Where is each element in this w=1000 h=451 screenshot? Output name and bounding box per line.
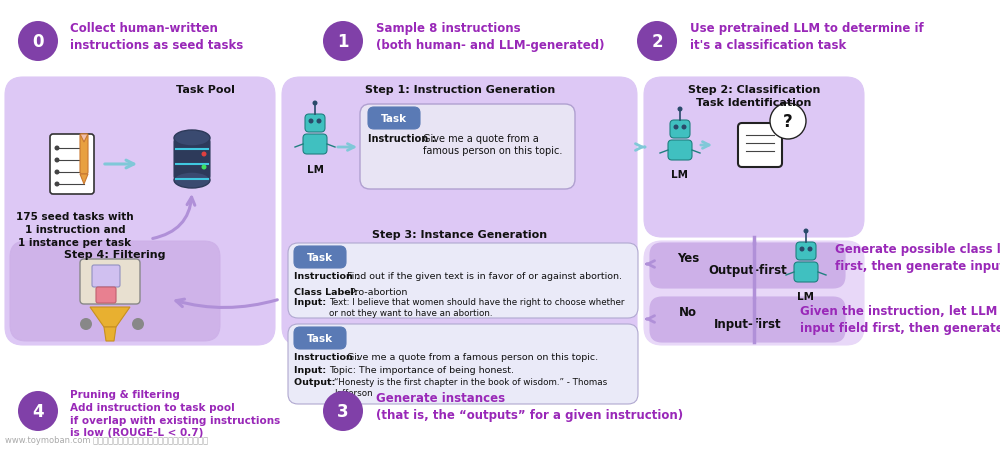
Polygon shape	[80, 135, 88, 143]
Text: Text: I believe that women should have the right to choose whether
or not they w: Text: I believe that women should have t…	[329, 297, 624, 318]
Text: Input-first: Input-first	[714, 318, 782, 330]
FancyBboxPatch shape	[174, 139, 210, 180]
Circle shape	[308, 119, 314, 124]
Text: Step 1: Instruction Generation: Step 1: Instruction Generation	[365, 85, 555, 95]
Circle shape	[202, 165, 207, 170]
Text: Step 3: Instance Generation: Step 3: Instance Generation	[372, 230, 548, 239]
Text: Class Label:: Class Label:	[294, 287, 361, 296]
FancyBboxPatch shape	[794, 262, 818, 282]
Text: LM: LM	[306, 165, 324, 175]
FancyBboxPatch shape	[10, 241, 220, 341]
Text: Given the instruction, let LLM write the
input field first, then generate the ou: Given the instruction, let LLM write the…	[800, 304, 1000, 334]
FancyBboxPatch shape	[668, 141, 692, 161]
FancyBboxPatch shape	[288, 244, 638, 318]
FancyBboxPatch shape	[288, 324, 638, 404]
Text: Input:: Input:	[294, 297, 329, 306]
Circle shape	[770, 104, 806, 140]
Circle shape	[674, 125, 678, 130]
FancyBboxPatch shape	[738, 124, 782, 168]
Polygon shape	[90, 307, 130, 327]
Text: Yes: Yes	[677, 252, 699, 264]
Text: Task: Task	[307, 253, 333, 262]
Circle shape	[54, 170, 60, 175]
Text: Pruning & filtering
Add instruction to task pool
if overlap with existing instru: Pruning & filtering Add instruction to t…	[70, 389, 280, 437]
Circle shape	[804, 229, 808, 234]
Ellipse shape	[174, 173, 210, 189]
Text: Output:: Output:	[294, 377, 339, 386]
Text: Instruction :: Instruction :	[368, 133, 439, 144]
FancyBboxPatch shape	[305, 115, 325, 133]
Text: Use pretrained LLM to determine if
it's a classification task: Use pretrained LLM to determine if it's …	[690, 22, 924, 52]
FancyBboxPatch shape	[650, 244, 845, 288]
Circle shape	[800, 247, 805, 252]
Text: Generate instances
(that is, the “outputs” for a given instruction): Generate instances (that is, the “output…	[376, 391, 683, 421]
FancyBboxPatch shape	[644, 78, 864, 238]
Circle shape	[132, 318, 144, 330]
Text: ?: ?	[783, 113, 793, 131]
Circle shape	[323, 22, 363, 62]
Text: Task: Task	[381, 114, 407, 124]
Text: Instruction :: Instruction :	[294, 352, 363, 361]
Text: Generate possible class label
first, then generate input: Generate possible class label first, the…	[835, 243, 1000, 272]
Circle shape	[682, 125, 686, 130]
FancyBboxPatch shape	[650, 297, 845, 342]
FancyBboxPatch shape	[282, 78, 637, 345]
Text: 1: 1	[337, 33, 349, 51]
Text: Instruction :: Instruction :	[294, 272, 363, 281]
Polygon shape	[80, 175, 88, 184]
Text: 2: 2	[651, 33, 663, 51]
FancyBboxPatch shape	[670, 121, 690, 139]
FancyBboxPatch shape	[5, 78, 275, 345]
FancyBboxPatch shape	[50, 135, 94, 194]
Circle shape	[54, 182, 60, 187]
Text: Task Pool: Task Pool	[176, 85, 235, 95]
Circle shape	[323, 391, 363, 431]
Circle shape	[54, 158, 60, 163]
Text: “Honesty is the first chapter in the book of wisdom.” - Thomas
Jefferson: “Honesty is the first chapter in the boo…	[334, 377, 607, 397]
FancyBboxPatch shape	[644, 241, 864, 345]
FancyBboxPatch shape	[368, 108, 420, 130]
FancyBboxPatch shape	[294, 246, 346, 268]
Circle shape	[18, 22, 58, 62]
Text: www.toymoban.com 网络图片仅供展示，非存质，如有侵权请联系删除。: www.toymoban.com 网络图片仅供展示，非存质，如有侵权请联系删除。	[5, 435, 208, 444]
Polygon shape	[104, 327, 116, 341]
Text: Step 2: Classification
Task Identification: Step 2: Classification Task Identificati…	[688, 85, 820, 108]
Circle shape	[80, 318, 92, 330]
Circle shape	[808, 247, 812, 252]
Circle shape	[312, 101, 318, 106]
FancyBboxPatch shape	[303, 135, 327, 155]
Text: Pro-abortion: Pro-abortion	[349, 287, 407, 296]
Text: Task: Task	[307, 333, 333, 343]
Ellipse shape	[174, 131, 210, 147]
FancyBboxPatch shape	[796, 243, 816, 260]
Text: Sample 8 instructions
(both human- and LLM-generated): Sample 8 instructions (both human- and L…	[376, 22, 604, 52]
Text: Give me a quote from a famous person on this topic.: Give me a quote from a famous person on …	[347, 352, 598, 361]
Circle shape	[202, 152, 207, 157]
Circle shape	[316, 119, 322, 124]
Text: LM: LM	[672, 170, 688, 179]
Text: 3: 3	[337, 402, 349, 420]
Text: Collect human-written
instructions as seed tasks: Collect human-written instructions as se…	[70, 22, 243, 52]
Text: Input:: Input:	[294, 365, 329, 374]
Circle shape	[678, 107, 682, 112]
Circle shape	[18, 391, 58, 431]
FancyBboxPatch shape	[360, 105, 575, 189]
Text: 175 seed tasks with
1 instruction and
1 instance per task: 175 seed tasks with 1 instruction and 1 …	[16, 212, 134, 248]
FancyBboxPatch shape	[294, 327, 346, 349]
Text: Step 4: Filtering: Step 4: Filtering	[64, 249, 166, 259]
FancyBboxPatch shape	[80, 135, 88, 175]
Text: 0: 0	[32, 33, 44, 51]
Circle shape	[54, 146, 60, 151]
FancyBboxPatch shape	[96, 287, 116, 304]
Circle shape	[637, 22, 677, 62]
Text: No: No	[679, 305, 697, 318]
FancyBboxPatch shape	[92, 265, 120, 287]
FancyBboxPatch shape	[80, 259, 140, 304]
Text: Output-first: Output-first	[709, 263, 787, 276]
Text: Give me a quote from a
famous person on this topic.: Give me a quote from a famous person on …	[423, 133, 562, 156]
Text: 4: 4	[32, 402, 44, 420]
Text: Find out if the given text is in favor of or against abortion.: Find out if the given text is in favor o…	[347, 272, 622, 281]
Text: Topic: The importance of being honest.: Topic: The importance of being honest.	[329, 365, 514, 374]
Text: LM: LM	[798, 291, 814, 301]
